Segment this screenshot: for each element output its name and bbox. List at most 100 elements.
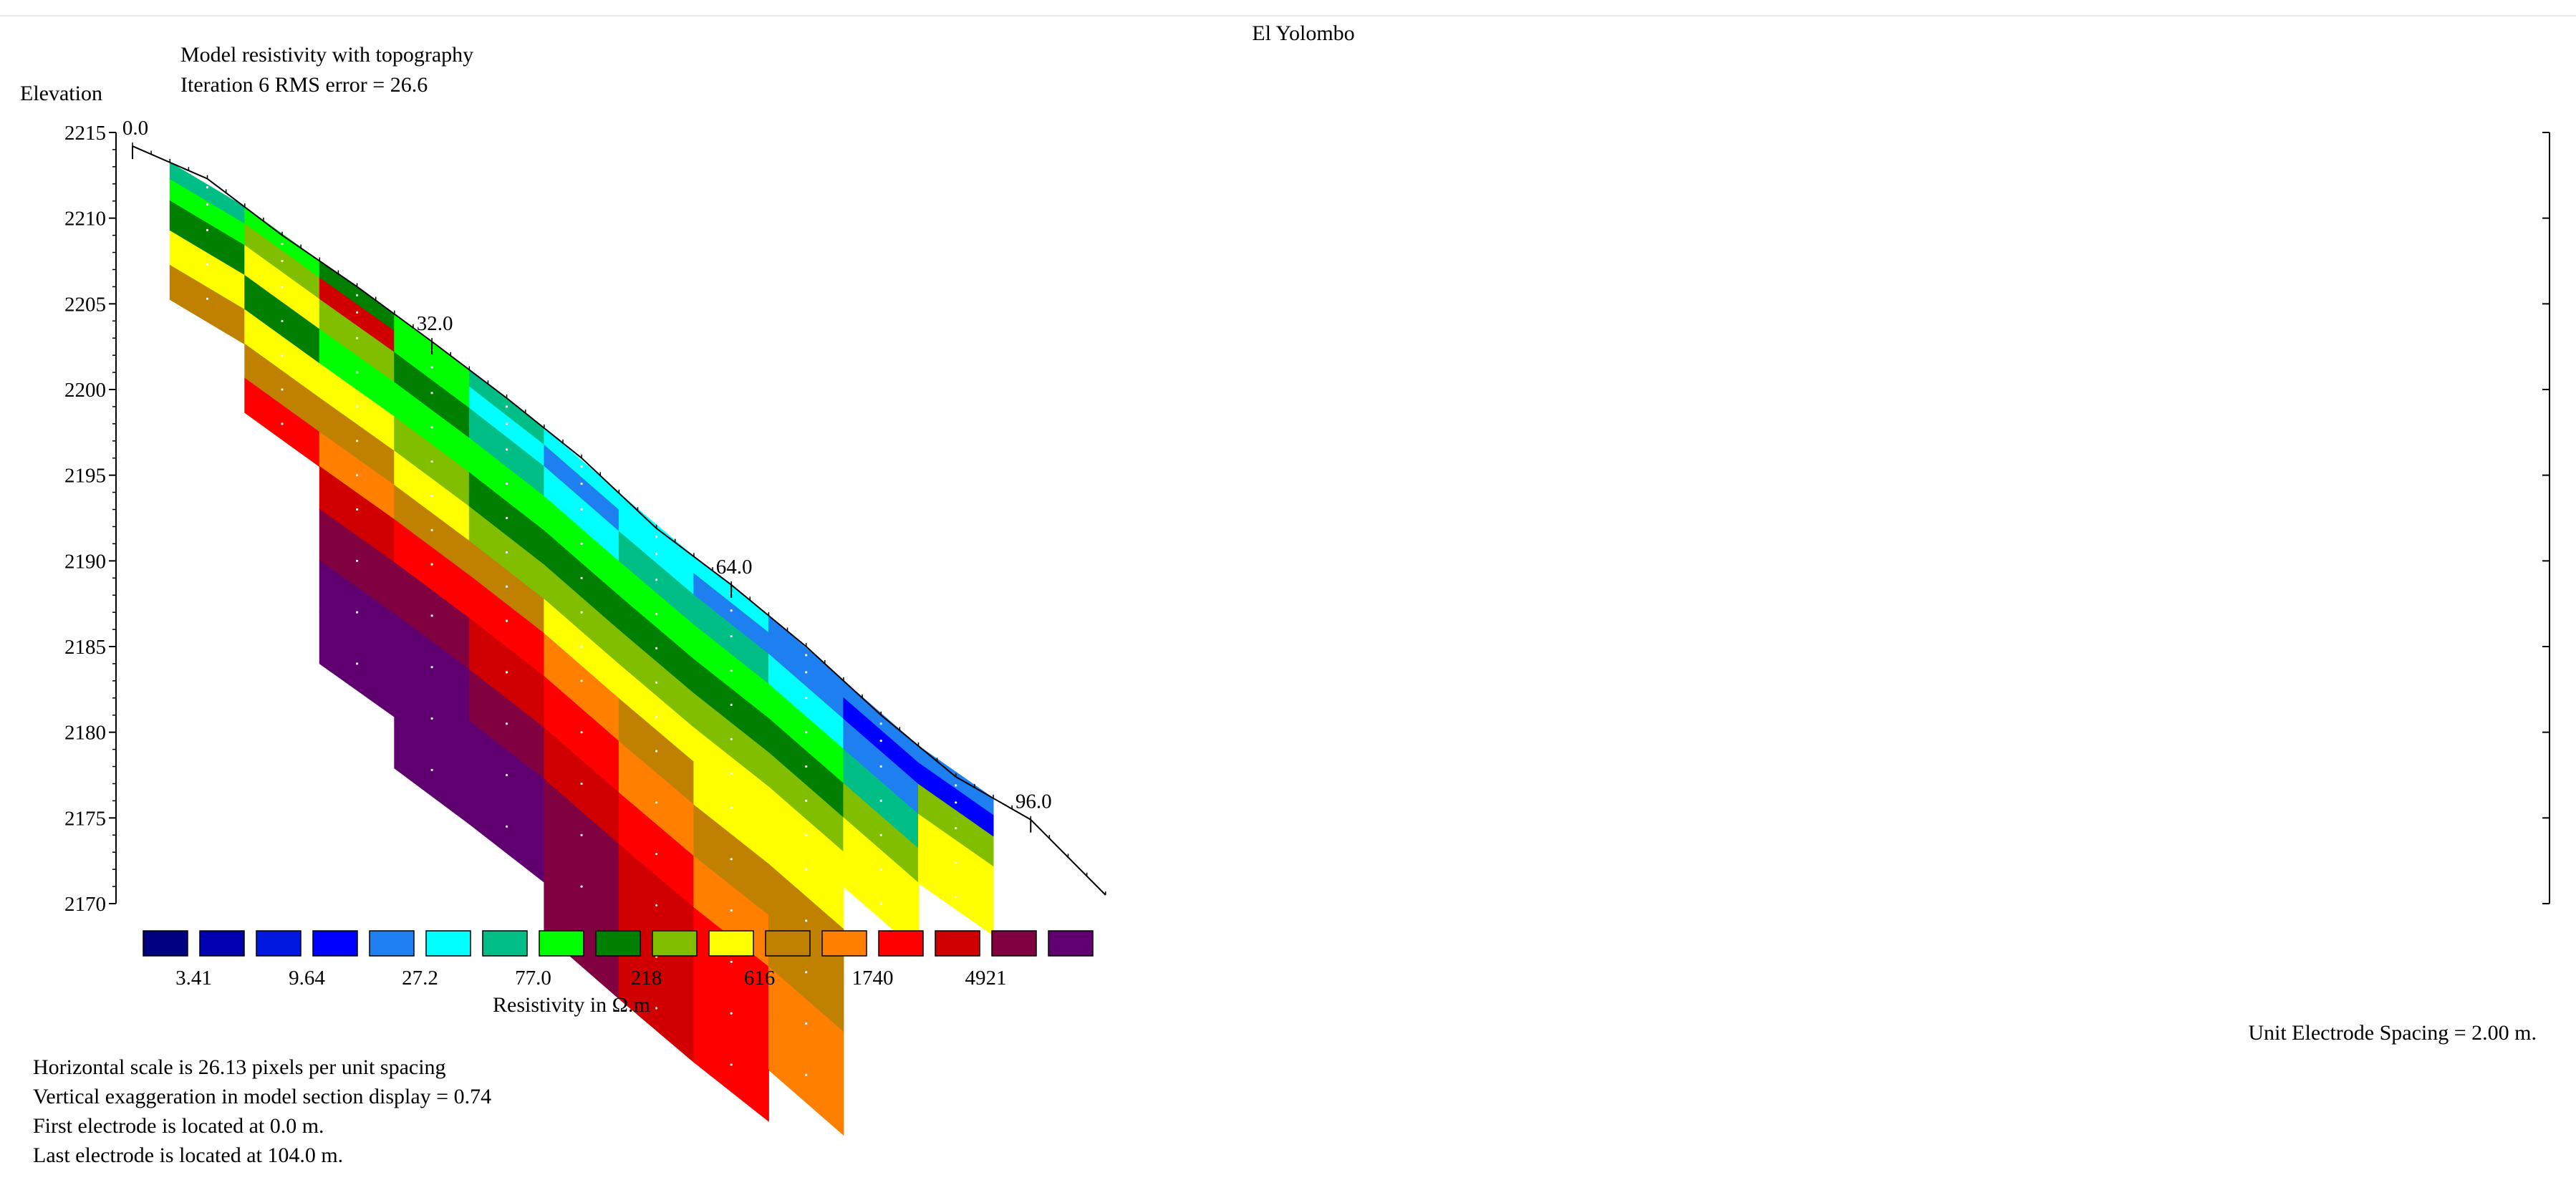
mesh-point bbox=[356, 611, 359, 614]
mesh-point bbox=[805, 1073, 808, 1076]
mesh-point bbox=[206, 186, 209, 189]
mesh-point bbox=[805, 919, 808, 922]
mesh-point bbox=[655, 579, 658, 581]
mesh-point bbox=[506, 825, 508, 828]
mesh-point bbox=[580, 645, 583, 648]
color-swatch bbox=[878, 930, 924, 957]
distance-label: 32.0 bbox=[417, 312, 453, 335]
mesh-point bbox=[730, 960, 733, 963]
mesh-point bbox=[356, 474, 359, 477]
last-electrode-note: Last electrode is located at 104.0 m. bbox=[33, 1143, 343, 1167]
mesh-point bbox=[281, 354, 284, 357]
color-swatch bbox=[935, 930, 980, 957]
mesh-point bbox=[580, 508, 583, 511]
mesh-point bbox=[955, 861, 957, 864]
color-swatch bbox=[991, 930, 1037, 957]
color-scale-legend: 3.41 9.64 27.2 77.0 218 616 1740 4921 bbox=[143, 930, 1094, 990]
vertical-exaggeration-note: Vertical exaggeration in model section d… bbox=[33, 1085, 491, 1108]
y-axis-label: Elevation bbox=[20, 82, 102, 105]
color-scale-tick-label: 9.64 bbox=[289, 967, 325, 990]
mesh-point bbox=[281, 259, 284, 263]
mesh-point bbox=[506, 619, 508, 622]
mesh-point bbox=[879, 902, 882, 905]
mesh-point bbox=[356, 440, 359, 442]
y-tick-label: 2175 bbox=[64, 807, 106, 830]
model-section bbox=[169, 162, 994, 1136]
mesh-point bbox=[730, 858, 733, 861]
topography-profile bbox=[132, 142, 1106, 896]
mesh-point bbox=[805, 731, 808, 734]
mesh-point bbox=[430, 426, 433, 429]
color-swatch bbox=[482, 930, 528, 957]
mesh-point bbox=[206, 228, 209, 231]
mesh-point bbox=[655, 801, 658, 804]
first-electrode-note: First electrode is located at 0.0 m. bbox=[33, 1114, 324, 1138]
mesh-point bbox=[281, 388, 284, 391]
mesh-point bbox=[356, 294, 359, 296]
y-tick-label: 2190 bbox=[64, 550, 106, 573]
mesh-point bbox=[506, 405, 508, 408]
mesh-point bbox=[356, 371, 359, 374]
mesh-point bbox=[730, 772, 733, 775]
mesh-point bbox=[730, 738, 733, 740]
color-scale-tick-label: 1740 bbox=[852, 967, 894, 990]
color-scale-tick-label: 3.41 bbox=[175, 967, 212, 990]
mesh-point bbox=[805, 671, 808, 674]
color-scale-tick-label: 616 bbox=[744, 967, 776, 990]
mesh-point bbox=[356, 508, 359, 511]
mesh-point bbox=[430, 666, 433, 669]
mesh-point bbox=[430, 717, 433, 720]
color-swatch bbox=[256, 930, 302, 957]
color-scale-tick-label: 77.0 bbox=[515, 967, 551, 990]
mesh-point bbox=[955, 801, 957, 804]
mesh-point bbox=[356, 405, 359, 408]
mesh-point bbox=[805, 799, 808, 802]
mesh-point bbox=[506, 671, 508, 674]
color-swatch bbox=[539, 930, 584, 957]
y-tick-label: 2215 bbox=[64, 122, 106, 145]
mesh-point bbox=[506, 483, 508, 485]
mesh-point bbox=[580, 680, 583, 682]
resistivity-cell bbox=[768, 1017, 844, 1136]
mesh-point bbox=[430, 614, 433, 617]
mesh-point bbox=[655, 904, 658, 906]
mesh-point bbox=[356, 337, 359, 339]
color-swatch bbox=[312, 930, 358, 957]
mesh-point bbox=[955, 827, 957, 830]
y-tick-label: 2180 bbox=[64, 722, 106, 745]
mesh-point bbox=[730, 703, 733, 707]
y-tick-label: 2170 bbox=[64, 893, 106, 916]
mesh-point bbox=[955, 784, 957, 787]
mesh-point bbox=[580, 782, 583, 785]
mesh-point bbox=[356, 311, 359, 314]
mesh-point bbox=[580, 885, 583, 888]
color-swatch bbox=[1048, 930, 1094, 957]
mesh-point bbox=[805, 1022, 808, 1025]
mesh-point bbox=[879, 765, 882, 768]
mesh-point bbox=[655, 647, 658, 650]
y-tick-label: 2205 bbox=[64, 293, 106, 316]
mesh-point bbox=[730, 909, 733, 912]
mesh-point bbox=[506, 448, 508, 451]
mesh-point bbox=[281, 422, 284, 425]
distance-label: 0.0 bbox=[122, 117, 148, 140]
elevation-axis: 2215 2210 2205 2200 2195 2190 2185 2180 2175 2170 bbox=[64, 122, 117, 916]
mesh-point bbox=[430, 528, 433, 531]
mesh-point bbox=[879, 740, 882, 743]
mesh-point bbox=[206, 263, 209, 266]
mesh-point bbox=[580, 483, 583, 485]
mesh-point bbox=[580, 731, 583, 734]
mesh-point bbox=[506, 722, 508, 725]
color-scale-tick-label: 218 bbox=[631, 967, 662, 990]
mesh-point bbox=[879, 833, 882, 836]
mesh-point bbox=[730, 669, 733, 672]
mesh-point bbox=[805, 654, 808, 657]
mesh-point bbox=[580, 542, 583, 546]
color-swatch bbox=[369, 930, 415, 957]
mesh-point bbox=[430, 768, 433, 771]
mesh-point bbox=[805, 868, 808, 871]
mesh-point bbox=[356, 662, 359, 665]
chart-title: El Yolombo bbox=[1252, 21, 1354, 45]
mesh-point bbox=[955, 895, 957, 898]
